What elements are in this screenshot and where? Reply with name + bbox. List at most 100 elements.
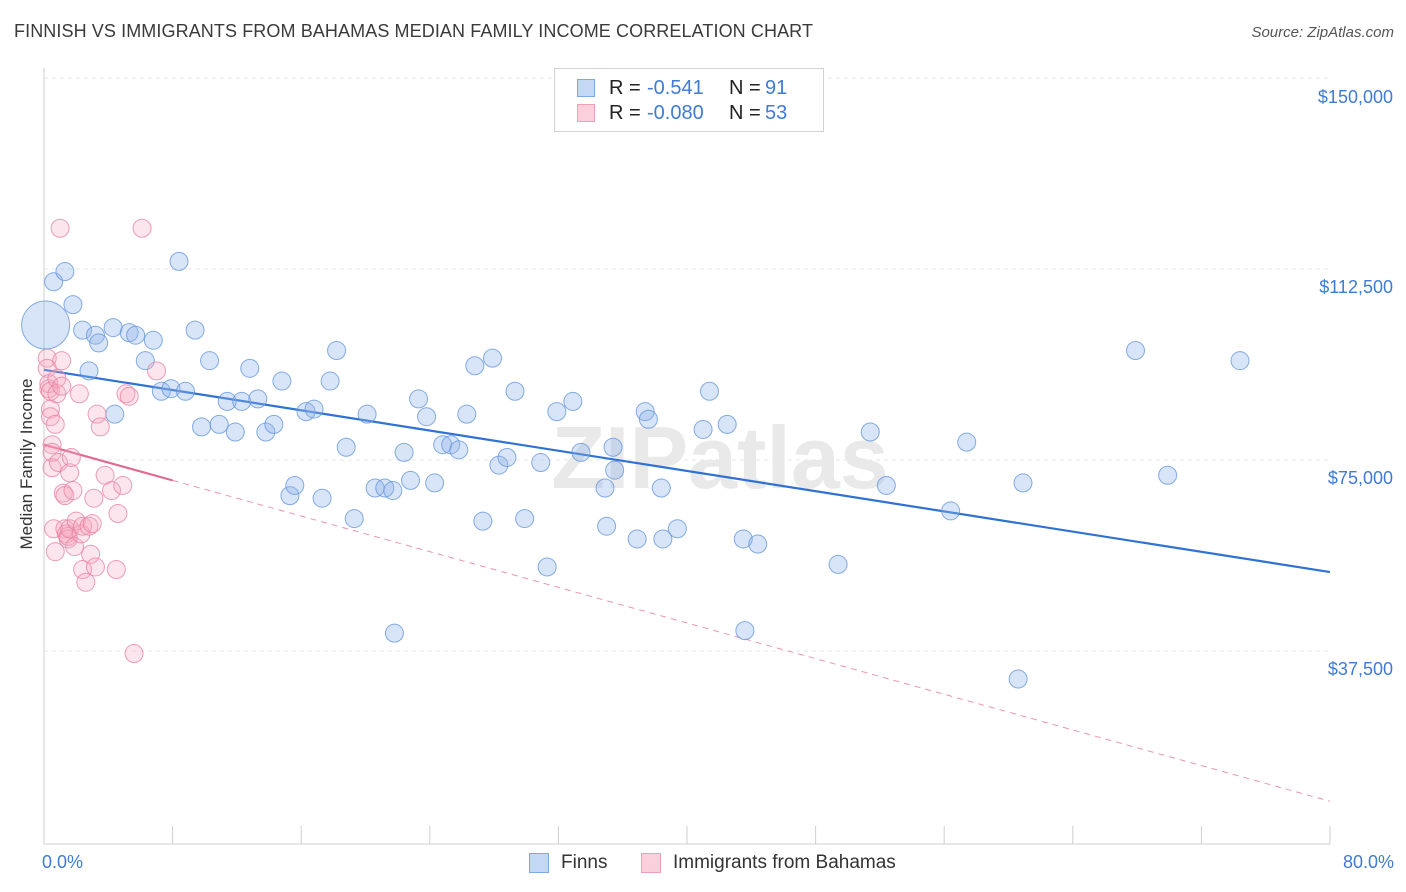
point-finns: [497, 447, 517, 467]
point-finns: [225, 422, 245, 442]
point-finns: [473, 511, 493, 531]
point-bahamas: [147, 361, 167, 381]
y-tick-label-112500: $112,500: [1319, 277, 1393, 297]
point-finns: [638, 409, 658, 429]
data-points: [21, 218, 1250, 689]
point-finns: [105, 404, 125, 424]
point-finns: [941, 501, 961, 521]
point-finns: [605, 460, 625, 480]
point-finns: [733, 529, 753, 549]
point-finns: [185, 320, 205, 340]
x-tick-label-max: 80.0%: [1342, 852, 1394, 872]
trend-line-bahamas-dashed: [172, 479, 1331, 802]
point-bahamas: [82, 514, 102, 534]
point-finns: [603, 437, 623, 457]
legend: R = -0.541 N = 91 R = -0.080 N = 53: [554, 68, 824, 132]
point-finns: [425, 473, 445, 493]
bottom-legend-bahamas: Immigrants from Bahamas: [641, 852, 896, 874]
point-bahamas: [63, 481, 83, 501]
bottom-legend-label-finns: Finns: [561, 852, 608, 873]
point-bahamas: [52, 376, 72, 396]
point-finns: [344, 509, 364, 529]
point-finns: [465, 356, 485, 376]
point-finns: [489, 455, 509, 475]
y-axis-label: Median Family Income: [17, 378, 36, 550]
legend-swatch-finns: [577, 79, 595, 97]
point-bahamas: [85, 557, 105, 577]
point-bahamas: [76, 572, 96, 592]
point-finns: [85, 325, 105, 345]
point-finns: [653, 529, 673, 549]
point-finns: [55, 262, 75, 282]
point-bahamas: [45, 414, 65, 434]
point-finns: [667, 519, 687, 539]
point-bahamas: [102, 481, 122, 501]
point-bahamas: [69, 384, 89, 404]
point-finns: [449, 440, 469, 460]
point-finns: [571, 442, 591, 462]
point-finns: [217, 391, 237, 411]
point-finns: [735, 621, 755, 641]
point-finns: [192, 417, 212, 437]
point-finns: [1158, 465, 1178, 485]
point-bahamas: [84, 488, 104, 508]
point-finns: [126, 325, 146, 345]
point-finns: [383, 481, 403, 501]
point-finns: [264, 414, 284, 434]
point-bahamas: [90, 417, 110, 437]
legend-r-value: -0.541: [647, 76, 704, 99]
point-finns: [285, 475, 305, 495]
point-finns: [1230, 351, 1250, 371]
point-finns: [143, 330, 163, 350]
point-bahamas: [52, 351, 72, 371]
point-finns: [597, 516, 617, 536]
point-bahamas: [61, 447, 81, 467]
point-finns: [336, 437, 356, 457]
point-bahamas: [124, 644, 144, 664]
point-bahamas: [37, 348, 57, 368]
point-finns: [327, 340, 347, 360]
point-finns: [1008, 669, 1028, 689]
bottom-legend-swatch-bahamas: [641, 853, 661, 873]
gridlines: [44, 77, 1330, 652]
point-bahamas: [81, 544, 101, 564]
y-tick-label-75000: $75,000: [1327, 468, 1393, 488]
point-finns: [79, 361, 99, 381]
point-finns: [272, 371, 292, 391]
legend-n-value: 53: [765, 101, 788, 124]
point-finns: [700, 381, 720, 401]
point-bahamas: [113, 475, 133, 495]
point-finns: [175, 381, 195, 401]
legend-n-label: N =: [729, 101, 761, 124]
point-finns: [563, 391, 583, 411]
point-finns: [357, 404, 377, 424]
legend-r-label: R =: [609, 101, 641, 124]
point-finns: [169, 251, 189, 271]
point-finns: [828, 554, 848, 574]
legend-row-finns: R = -0.541 N = 91: [577, 76, 787, 100]
point-finns: [304, 399, 324, 419]
point-bahamas: [65, 537, 85, 557]
point-finns: [21, 300, 71, 350]
point-finns: [651, 478, 671, 498]
point-finns: [240, 358, 260, 378]
legend-r-value: -0.080: [647, 101, 704, 124]
trend-line-finns: [43, 368, 1331, 574]
point-finns: [63, 295, 83, 315]
point-finns: [209, 414, 229, 434]
y-tick-label-37500: $37,500: [1327, 659, 1393, 679]
bottom-legend-finns: Finns: [529, 852, 607, 874]
point-finns: [417, 407, 437, 427]
point-finns: [635, 402, 655, 422]
point-finns: [296, 402, 316, 422]
point-finns: [1013, 473, 1033, 493]
point-finns: [627, 529, 647, 549]
point-bahamas: [116, 384, 136, 404]
point-bahamas: [119, 386, 139, 406]
point-finns: [547, 402, 567, 422]
bottom-legend-swatch-finns: [529, 853, 549, 873]
point-finns: [1125, 340, 1145, 360]
point-bahamas: [45, 542, 65, 562]
point-finns: [200, 351, 220, 371]
point-finns: [394, 442, 414, 462]
